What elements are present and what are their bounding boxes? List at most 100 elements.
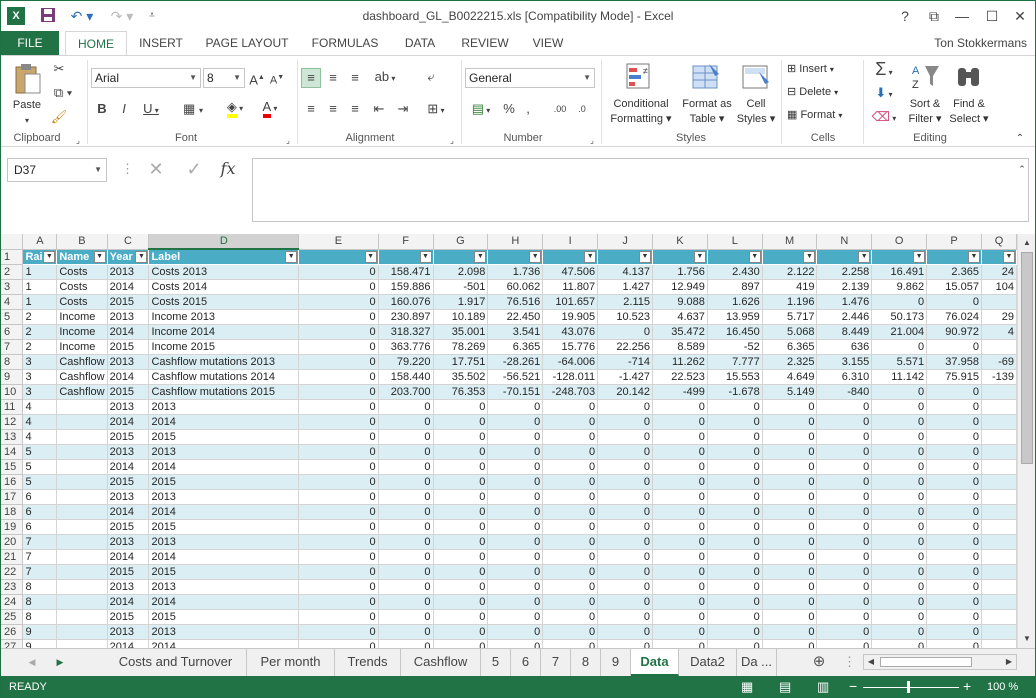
row-header[interactable]: 9 bbox=[1, 369, 24, 385]
cell[interactable]: 0 bbox=[762, 534, 818, 550]
cell[interactable]: 0 bbox=[926, 564, 982, 580]
cell[interactable]: 0 bbox=[871, 429, 928, 445]
cell[interactable]: 76.024 bbox=[926, 309, 982, 325]
cell[interactable]: 0 bbox=[542, 609, 599, 625]
cell[interactable]: 0 bbox=[542, 489, 599, 505]
find-select-button[interactable]: Find & Select ▾ bbox=[947, 97, 991, 127]
cell[interactable]: 0 bbox=[871, 564, 928, 580]
zoom-level[interactable]: 100 % bbox=[987, 681, 1019, 693]
cell[interactable]: 9.862 bbox=[871, 279, 928, 295]
middle-align-icon[interactable]: ≡ bbox=[329, 70, 337, 85]
cell[interactable]: 0 bbox=[762, 639, 818, 648]
cell[interactable]: 0 bbox=[652, 459, 708, 475]
cell[interactable]: 0 bbox=[652, 519, 708, 535]
cell[interactable]: 0 bbox=[707, 489, 763, 505]
sheet-tab[interactable]: Per month bbox=[247, 649, 335, 676]
cell[interactable]: 0 bbox=[871, 474, 928, 490]
cell[interactable]: 0 bbox=[433, 534, 489, 550]
filter-dropdown-icon[interactable]: ▼ bbox=[639, 250, 652, 263]
cell[interactable] bbox=[56, 519, 108, 535]
decrease-decimal-icon[interactable]: .0 bbox=[578, 104, 586, 114]
cell[interactable]: 1 bbox=[22, 279, 58, 295]
cell[interactable]: Costs bbox=[56, 264, 108, 280]
cell[interactable]: Income 2015 bbox=[148, 339, 300, 355]
cell[interactable]: 7 bbox=[22, 549, 58, 565]
cell[interactable]: 0 bbox=[597, 609, 654, 625]
cell[interactable]: 0 bbox=[652, 504, 708, 520]
cell[interactable]: 11.262 bbox=[652, 354, 708, 370]
cell[interactable] bbox=[56, 399, 108, 415]
autosum-icon[interactable]: Σ ▾ bbox=[875, 59, 893, 79]
filter-dropdown-icon[interactable]: ▼ bbox=[135, 250, 148, 263]
cell[interactable]: 0 bbox=[433, 399, 489, 415]
cell[interactable]: 2013 bbox=[148, 579, 300, 595]
cell[interactable]: 2013 bbox=[107, 444, 150, 460]
cell[interactable]: Income bbox=[56, 324, 108, 340]
row-header[interactable]: 16 bbox=[1, 474, 24, 490]
cell[interactable]: 0 bbox=[762, 429, 818, 445]
cell[interactable]: 0 bbox=[378, 459, 434, 475]
cell[interactable]: 0 bbox=[298, 549, 379, 565]
table-header-cell[interactable]: Year ▼ bbox=[107, 249, 150, 265]
sheet-tab[interactable]: Data bbox=[631, 649, 679, 676]
cell[interactable]: 0 bbox=[926, 534, 982, 550]
tab-file[interactable]: FILE bbox=[1, 31, 59, 55]
zoom-slider[interactable] bbox=[863, 687, 959, 688]
row-header[interactable]: 3 bbox=[1, 279, 24, 295]
scroll-up-icon[interactable]: ▲ bbox=[1023, 238, 1031, 247]
cell[interactable]: 5.717 bbox=[762, 309, 818, 325]
cell[interactable]: 2014 bbox=[148, 594, 300, 610]
filter-dropdown-icon[interactable]: ▼ bbox=[858, 250, 871, 263]
page-layout-view-icon[interactable]: ▤ bbox=[779, 679, 792, 694]
row-header[interactable]: 27 bbox=[1, 639, 24, 648]
paste-icon[interactable] bbox=[13, 62, 43, 99]
filter-dropdown-icon[interactable]: ▼ bbox=[285, 251, 298, 263]
cell[interactable]: 2015 bbox=[107, 609, 150, 625]
number-launcher-icon[interactable]: ⌟ bbox=[590, 136, 594, 145]
cell[interactable]: 2.446 bbox=[816, 309, 873, 325]
cell[interactable]: 0 bbox=[487, 579, 544, 595]
cell[interactable]: 0 bbox=[762, 504, 818, 520]
scroll-right-icon[interactable]: ▶ bbox=[1005, 657, 1013, 666]
filter-dropdown-icon[interactable]: ▼ bbox=[913, 250, 926, 263]
cell[interactable]: 0 bbox=[542, 399, 599, 415]
scroll-left-icon[interactable]: ◀ bbox=[867, 657, 875, 666]
cell[interactable]: 0 bbox=[298, 399, 379, 415]
cell[interactable]: 0 bbox=[597, 639, 654, 648]
table-header-cell[interactable]: ▼ bbox=[487, 249, 544, 265]
cell[interactable]: 0 bbox=[762, 414, 818, 430]
row-header[interactable]: 11 bbox=[1, 399, 24, 415]
conditional-formatting-button[interactable]: Conditional Formatting ▾ bbox=[605, 97, 677, 127]
row-header[interactable]: 8 bbox=[1, 354, 24, 370]
scroll-down-icon[interactable]: ▼ bbox=[1023, 634, 1031, 643]
cell[interactable]: 3 bbox=[22, 384, 58, 400]
cell[interactable]: 0 bbox=[926, 594, 982, 610]
font-size-select[interactable]: 8 ▼ bbox=[203, 68, 245, 88]
cell[interactable]: 5.149 bbox=[762, 384, 818, 400]
cell[interactable] bbox=[56, 579, 108, 595]
cell[interactable]: 60.062 bbox=[487, 279, 544, 295]
cell[interactable]: 0 bbox=[597, 564, 654, 580]
table-header-cell[interactable]: ▼ bbox=[762, 249, 818, 265]
font-color-icon[interactable]: A ▾ bbox=[257, 98, 283, 118]
table-header-cell[interactable]: Rai ▼ bbox=[22, 249, 58, 265]
cell[interactable]: 0 bbox=[542, 444, 599, 460]
cell[interactable] bbox=[56, 549, 108, 565]
minimize-button[interactable]: — bbox=[955, 8, 969, 24]
sort-filter-button[interactable]: Sort & Filter ▾ bbox=[903, 97, 947, 127]
column-header[interactable]: O bbox=[871, 234, 928, 250]
sheet-tab[interactable]: Data2 bbox=[679, 649, 737, 676]
cell-styles-icon[interactable] bbox=[741, 62, 771, 95]
cell[interactable]: 2014 bbox=[148, 639, 300, 648]
cell[interactable]: -1.427 bbox=[597, 369, 654, 385]
cell[interactable]: Cashflow bbox=[56, 384, 108, 400]
tabs-more-icon[interactable]: ⋮ bbox=[843, 654, 856, 669]
cell[interactable]: -248.703 bbox=[542, 384, 599, 400]
cell[interactable]: 5 bbox=[22, 474, 58, 490]
cell[interactable]: 0 bbox=[298, 339, 379, 355]
cell[interactable]: 230.897 bbox=[378, 309, 434, 325]
table-header-cell[interactable]: ▼ bbox=[542, 249, 599, 265]
cell[interactable]: 0 bbox=[298, 384, 379, 400]
cell[interactable]: 0 bbox=[707, 399, 763, 415]
cell[interactable]: 2015 bbox=[148, 429, 300, 445]
